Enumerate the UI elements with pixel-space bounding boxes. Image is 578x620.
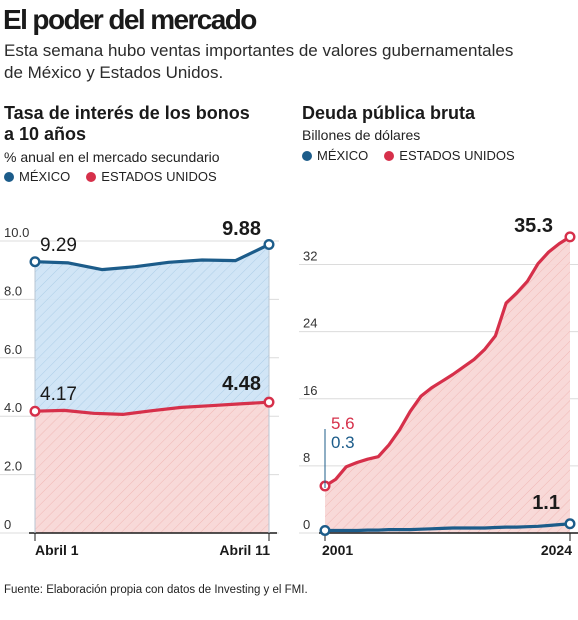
- usa-area: [35, 402, 269, 533]
- y-tick-label: 6.0: [4, 342, 22, 357]
- legend-usa-label: ESTADOS UNIDOS: [399, 148, 515, 163]
- y-tick-label: 16: [303, 383, 317, 398]
- y-tick-label: 4.0: [4, 400, 22, 415]
- mexico-end-point: [564, 518, 576, 530]
- y-tick-label: 32: [303, 249, 317, 264]
- y-tick-label: 0: [303, 517, 310, 532]
- y-tick-label: 8: [303, 450, 310, 465]
- x-tick-label: Abril 1: [35, 542, 79, 558]
- legend-usa-swatch: [86, 171, 97, 182]
- legend-mexico-swatch: [302, 150, 312, 161]
- mexico-end-label: 1.1: [532, 492, 560, 514]
- mexico-start-label: 9.29: [40, 235, 77, 256]
- left-chart-unit: % anual en el mercado secundario: [4, 149, 220, 165]
- page-title: El poder del mercado: [3, 4, 257, 35]
- subtitle-line-2: de México y Estados Unidos.: [4, 63, 224, 82]
- usa-line: [34, 400, 270, 416]
- mexico-end-label: 9.88: [222, 218, 261, 240]
- legend-usa-label: ESTADOS UNIDOS: [101, 169, 217, 184]
- usa-area: [325, 236, 570, 533]
- usa-start-label: 5.6: [331, 414, 355, 433]
- mexico-start-label: 0.3: [331, 433, 355, 452]
- y-tick-label: 8.0: [4, 283, 22, 298]
- legend-mexico-label: MÉXICO: [317, 148, 369, 163]
- y-tick-label: 2.0: [4, 459, 22, 474]
- mexico-start-point: [319, 524, 331, 536]
- left-chart-title-line-1: Tasa de interés de los bonos: [4, 103, 250, 123]
- mexico-line: [325, 522, 571, 533]
- mexico-area: [35, 244, 269, 415]
- y-tick-label: 0: [4, 517, 11, 532]
- usa-line: [324, 235, 571, 488]
- x-tick-label: 2001: [322, 542, 353, 558]
- usa-start-point: [29, 405, 41, 417]
- subtitle-line-1: Esta semana hubo ventas importantes de v…: [4, 41, 514, 60]
- left-chart-title-line-2: a 10 años: [4, 124, 87, 144]
- right-chart-title: Deuda pública bruta: [302, 103, 476, 123]
- usa-end-label: 35.3: [514, 215, 553, 237]
- left-chart-legend: MÉXICO ESTADOS UNIDOS: [4, 169, 233, 184]
- legend-usa-swatch: [384, 150, 395, 161]
- x-tick-label: 2024: [541, 542, 572, 558]
- y-tick-label: 24: [303, 316, 317, 331]
- x-tick-label: Abril 11: [219, 542, 270, 558]
- mexico-line: [34, 243, 270, 272]
- usa-start-label: 4.17: [40, 384, 77, 405]
- mexico-start-point: [29, 256, 41, 268]
- legend-mexico-swatch: [4, 171, 14, 182]
- y-tick-label: 10.0: [4, 225, 29, 240]
- source-note: Fuente: Elaboración propia con datos de …: [4, 584, 308, 596]
- usa-end-point: [564, 231, 576, 243]
- usa-end-point: [263, 396, 275, 408]
- right-chart-unit: Billones de dólares: [302, 127, 421, 143]
- right-chart-legend: MÉXICO ESTADOS UNIDOS: [302, 148, 531, 163]
- legend-mexico-label: MÉXICO: [19, 169, 71, 184]
- usa-end-label: 4.48: [222, 373, 261, 395]
- mexico-end-point: [263, 239, 275, 251]
